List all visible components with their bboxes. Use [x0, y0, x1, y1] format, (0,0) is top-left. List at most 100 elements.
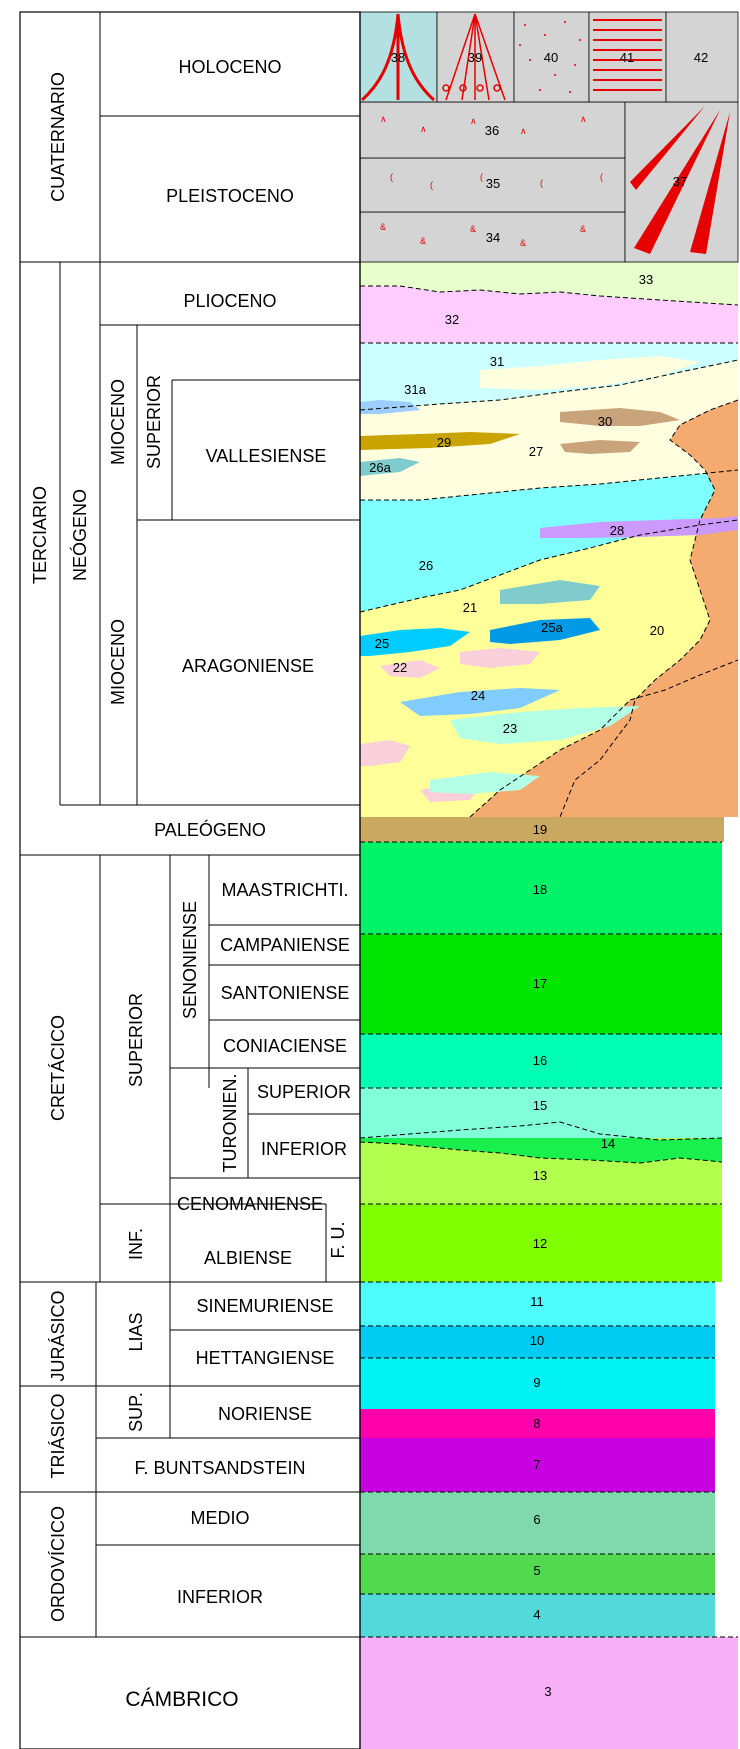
unit-number-29: 29 — [437, 435, 451, 450]
stage-noriense: NORIENSE — [218, 1404, 312, 1424]
svg-text:(: ( — [430, 180, 433, 190]
unit-number-17: 17 — [533, 976, 547, 991]
subdiv-superior: SUPERIOR — [144, 375, 164, 469]
lithology-panel: ∧ ∧ ∧ ∧ ∧ ((((( & & & & & — [359, 11, 739, 1749]
unit-number-38: 38 — [391, 50, 405, 65]
contact-lines — [359, 285, 739, 1638]
unit-number-27: 27 — [529, 444, 543, 459]
unit-4 — [360, 1594, 715, 1637]
svg-text:∧: ∧ — [420, 124, 427, 134]
unit-number-labels: 3456789101112131415161718192021222324252… — [369, 50, 708, 1699]
unit-22-b — [460, 648, 540, 668]
unit-22-c — [360, 740, 410, 766]
unit-41 — [588, 11, 667, 103]
svg-text:(: ( — [480, 172, 483, 182]
svg-text:∧: ∧ — [580, 114, 587, 124]
unit-19 — [360, 817, 724, 842]
unit-39-pattern — [442, 13, 506, 101]
stage-labels: HOLOCENO PLEISTOCENO PLIOCENO VALLESIENS… — [125, 57, 351, 1711]
unit-24 — [400, 688, 560, 716]
unit-34-36-pattern: ∧ ∧ ∧ ∧ ∧ ((((( & & & & & — [380, 114, 603, 248]
period-cretacico: CRETÁCICO — [48, 1015, 68, 1121]
unit-25 — [360, 628, 470, 656]
unit-number-24: 24 — [471, 688, 485, 703]
unit-number-7: 7 — [533, 1457, 540, 1472]
unit-number-25: 25 — [375, 636, 389, 651]
unit-number-40: 40 — [544, 50, 558, 65]
unit-36 — [359, 101, 626, 159]
unit-number-15: 15 — [533, 1098, 547, 1113]
unit-number-8: 8 — [533, 1416, 540, 1431]
unit-23b — [430, 772, 540, 794]
unit-number-22: 22 — [393, 660, 407, 675]
stage-sinemuriense: SINEMURIENSE — [196, 1296, 333, 1316]
stage-vallesiense: VALLESIENSE — [206, 446, 327, 466]
stage-cenomaniense: CENOMANIENSE — [177, 1194, 323, 1214]
unit-27-lens — [480, 356, 700, 390]
stage-hettangiense: HETTANGIENSE — [196, 1348, 335, 1368]
stage-medio: MEDIO — [190, 1508, 249, 1528]
unit-number-13: 13 — [533, 1168, 547, 1183]
svg-text:∧: ∧ — [380, 114, 387, 124]
subdiv-sup: SUP. — [126, 1392, 146, 1432]
unit-29 — [360, 432, 520, 450]
svg-text:(: ( — [540, 178, 543, 188]
subdiv-mioceno-superior: MIOCENO — [108, 379, 128, 465]
unit-number-11: 11 — [530, 1294, 544, 1309]
stage-holoceno: HOLOCENO — [178, 57, 281, 77]
unit-number-16: 16 — [533, 1053, 547, 1068]
unit-12 — [360, 1204, 722, 1282]
unit-16 — [360, 1034, 722, 1088]
unit-number-30: 30 — [598, 414, 612, 429]
unit-22-a — [380, 660, 440, 678]
unit-number-26: 26 — [419, 558, 433, 573]
subdiv-turonien: TURONIEN. — [220, 1074, 240, 1173]
svg-text:&: & — [420, 236, 426, 246]
unit-30b — [560, 440, 640, 454]
unit-number-34: 34 — [486, 230, 500, 245]
stage-maastrichti: MAASTRICHTI. — [221, 880, 348, 900]
stage-aragoniense: ARAGONIENSE — [182, 656, 314, 676]
unit-30 — [560, 408, 680, 426]
unit-number-35: 35 — [486, 176, 500, 191]
unit-40-pattern — [519, 21, 581, 93]
svg-text:∧: ∧ — [520, 126, 527, 136]
period-cambrico: CÁMBRICO — [125, 1688, 238, 1711]
unit-number-18: 18 — [533, 882, 547, 897]
unit-7 — [360, 1438, 715, 1492]
unit-31a — [360, 400, 420, 414]
unit-number-5: 5 — [533, 1563, 540, 1578]
unit-23 — [450, 706, 640, 744]
stage-ord-inferior: INFERIOR — [177, 1587, 263, 1607]
stage-inferior: INFERIOR — [261, 1139, 347, 1159]
unit-26a-lens — [500, 580, 600, 604]
unit-25a — [490, 618, 600, 644]
subdiv-fu: F. U. — [328, 1221, 348, 1258]
chrono-table — [19, 11, 361, 1749]
unit-number-41: 41 — [620, 50, 634, 65]
stage-albiense: ALBIENSE — [204, 1248, 292, 1268]
unit-40 — [513, 11, 590, 103]
unit-5 — [360, 1554, 715, 1594]
unit-number-32: 32 — [445, 312, 459, 327]
subdiv-mioceno-inferior: MIOCENO — [108, 619, 128, 705]
unit-6 — [360, 1492, 715, 1554]
svg-text:&: & — [580, 224, 586, 234]
unit-18 — [360, 842, 722, 934]
unit-15 — [360, 1088, 722, 1138]
unit-27 — [360, 360, 738, 500]
unit-number-26a: 26a — [369, 460, 391, 475]
unit-number-23: 23 — [503, 721, 517, 736]
svg-text:&: & — [380, 222, 386, 232]
unit-17 — [360, 934, 722, 1034]
unit-number-4: 4 — [533, 1607, 540, 1622]
subdiv-lias: LIAS — [126, 1312, 146, 1351]
stage-superior: SUPERIOR — [257, 1082, 351, 1102]
stage-plioceno: PLIOCENO — [183, 291, 276, 311]
unit-number-25a: 25a — [541, 620, 563, 635]
unit-8 — [360, 1409, 715, 1438]
unit-number-31: 31 — [490, 354, 504, 369]
unit-number-12: 12 — [533, 1236, 547, 1251]
subdiv-senoniense: SENONIENSE — [180, 901, 200, 1019]
